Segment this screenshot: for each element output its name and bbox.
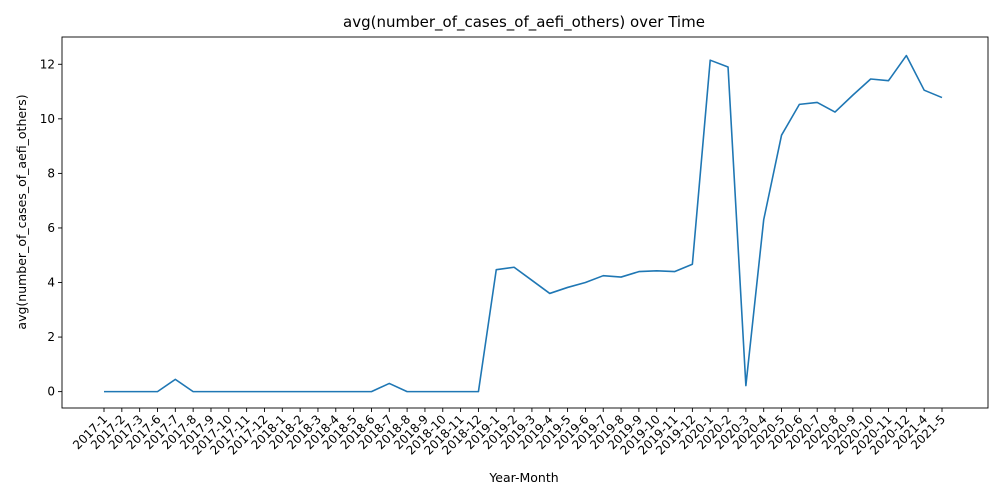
y-axis-label: avg(number_of_cases_of_aefi_others) (14, 94, 29, 329)
y-tick-label: 4 (47, 276, 55, 290)
y-tick-label: 10 (40, 112, 55, 126)
series-line (104, 54, 943, 393)
plot-frame (61, 36, 989, 409)
x-axis-label: Year-Month (488, 470, 558, 485)
y-tick-label: 8 (47, 166, 55, 180)
plot-series (104, 54, 943, 393)
y-axis-ticks: 0 2 4 6 8 10 12 (40, 57, 62, 399)
chart-title: avg(number_of_cases_of_aefi_others) over… (343, 13, 705, 32)
x-axis-ticks: 2017-12017-22017-32017-62017-72017-82017… (70, 408, 948, 458)
y-tick-label: 2 (47, 330, 55, 344)
y-tick-label: 0 (47, 385, 55, 399)
y-tick-label: 6 (47, 221, 55, 235)
y-tick-label: 12 (40, 57, 55, 71)
